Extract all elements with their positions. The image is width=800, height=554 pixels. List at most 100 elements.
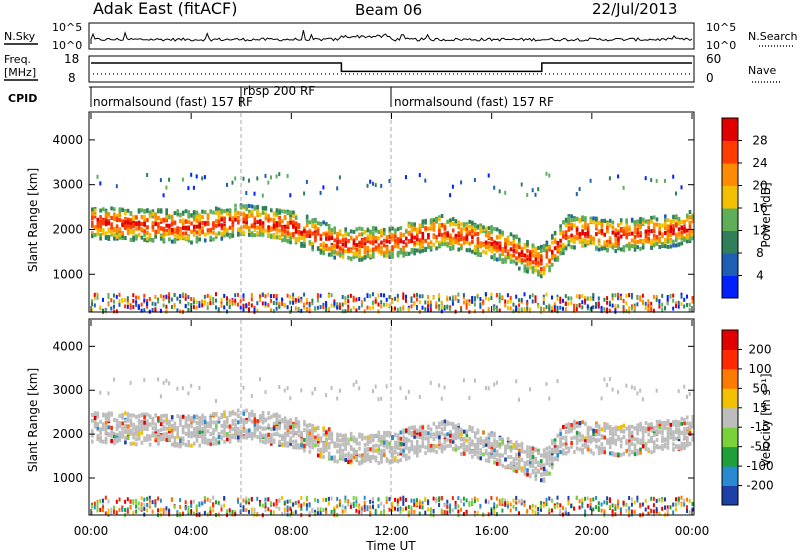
velocity-cell bbox=[157, 429, 160, 433]
power-cell bbox=[206, 216, 210, 221]
velocity-cell bbox=[427, 431, 430, 436]
velocity-cell bbox=[289, 506, 292, 511]
velocity-cell bbox=[322, 508, 325, 513]
velocity-cell bbox=[413, 448, 416, 453]
velocity-cell bbox=[501, 497, 504, 502]
power-cell bbox=[217, 231, 221, 236]
velocity-cell bbox=[377, 438, 381, 443]
velocity-cell bbox=[413, 434, 416, 439]
power-cell bbox=[297, 223, 301, 228]
velocity-cell bbox=[165, 426, 168, 431]
power-cell bbox=[181, 292, 184, 297]
power-cell bbox=[498, 229, 502, 234]
power-cell bbox=[126, 299, 129, 304]
power-cell bbox=[168, 299, 171, 304]
velocity-cell bbox=[369, 439, 372, 444]
power-cell bbox=[115, 216, 119, 221]
power-cell bbox=[506, 236, 510, 241]
power-cell bbox=[187, 308, 190, 313]
velocity-cell bbox=[460, 507, 463, 512]
power-cell bbox=[319, 249, 323, 254]
power-cell bbox=[603, 307, 606, 312]
velocity-cell bbox=[490, 446, 493, 451]
power-cell bbox=[385, 239, 389, 244]
velocity-cell bbox=[372, 448, 375, 453]
velocity-cell bbox=[471, 442, 474, 447]
power-cell bbox=[264, 212, 268, 217]
velocity-cell bbox=[286, 505, 289, 510]
velocity-cell bbox=[509, 448, 513, 453]
velocity-cell bbox=[473, 433, 477, 438]
power-cell bbox=[468, 224, 471, 229]
power-cell bbox=[553, 307, 556, 312]
power-cell bbox=[372, 254, 375, 259]
power-cell bbox=[416, 241, 419, 246]
power-cell bbox=[666, 224, 670, 229]
velocity-cell bbox=[135, 429, 138, 434]
power-cell bbox=[385, 253, 389, 258]
power-cell bbox=[567, 227, 571, 232]
power-cell bbox=[192, 305, 195, 310]
velocity-cell bbox=[427, 439, 430, 444]
power-cell bbox=[418, 229, 422, 234]
velocity-cell bbox=[504, 447, 507, 452]
power-cell bbox=[595, 224, 598, 229]
velocity-cell bbox=[498, 442, 502, 447]
velocity-cell bbox=[443, 419, 447, 424]
velocity-cell bbox=[506, 500, 509, 505]
power-cell bbox=[636, 302, 639, 307]
power-cell bbox=[399, 234, 403, 239]
velocity-cell bbox=[107, 425, 111, 430]
velocity-cell bbox=[231, 427, 235, 431]
power-cell bbox=[399, 226, 403, 231]
velocity-cell bbox=[435, 434, 438, 439]
power-cell bbox=[691, 217, 695, 222]
velocity-cell bbox=[289, 425, 292, 430]
power-cell bbox=[203, 210, 207, 215]
power-cell bbox=[148, 214, 152, 219]
power-cell bbox=[99, 208, 102, 213]
velocity-cell bbox=[297, 443, 301, 448]
velocity-cell bbox=[283, 416, 287, 421]
power-cell bbox=[294, 226, 298, 231]
power-cell bbox=[383, 238, 386, 243]
velocity-cell bbox=[253, 417, 257, 422]
power-cell bbox=[484, 230, 488, 235]
velocity-cell bbox=[270, 427, 273, 432]
velocity-cell bbox=[170, 415, 174, 420]
power-cell bbox=[325, 236, 328, 241]
velocity-cell bbox=[402, 449, 405, 454]
velocity-cell bbox=[421, 441, 425, 445]
power-cell bbox=[545, 242, 549, 247]
power-cell bbox=[374, 245, 378, 250]
power-cell bbox=[652, 229, 656, 234]
power-cell bbox=[410, 239, 414, 243]
velocity-cell bbox=[377, 448, 381, 453]
power-cell bbox=[281, 302, 284, 307]
velocity-cell bbox=[479, 448, 482, 453]
velocity-cell bbox=[126, 414, 130, 419]
power-cell bbox=[537, 246, 540, 250]
power-cell bbox=[537, 269, 540, 274]
velocity-cell bbox=[377, 444, 381, 449]
power-cell bbox=[316, 305, 319, 310]
power-cell bbox=[446, 233, 449, 238]
power-cell bbox=[482, 225, 485, 230]
velocity-cell bbox=[275, 504, 278, 509]
nave-tick-bottom: 0 bbox=[706, 71, 714, 85]
power-cell bbox=[622, 245, 626, 250]
power-cell bbox=[338, 239, 342, 244]
velocity-cell bbox=[396, 502, 399, 507]
power-cell bbox=[151, 214, 155, 219]
velocity-cell bbox=[272, 502, 275, 507]
velocity-cell bbox=[352, 435, 356, 440]
power-cell bbox=[567, 240, 571, 244]
power-cell bbox=[143, 237, 146, 242]
power-cell bbox=[363, 229, 367, 234]
power-cell bbox=[303, 305, 306, 310]
velocity-cell bbox=[402, 438, 405, 443]
velocity-cell bbox=[113, 510, 115, 514]
velocity-cell bbox=[336, 432, 339, 437]
velocity-cell bbox=[209, 511, 212, 516]
